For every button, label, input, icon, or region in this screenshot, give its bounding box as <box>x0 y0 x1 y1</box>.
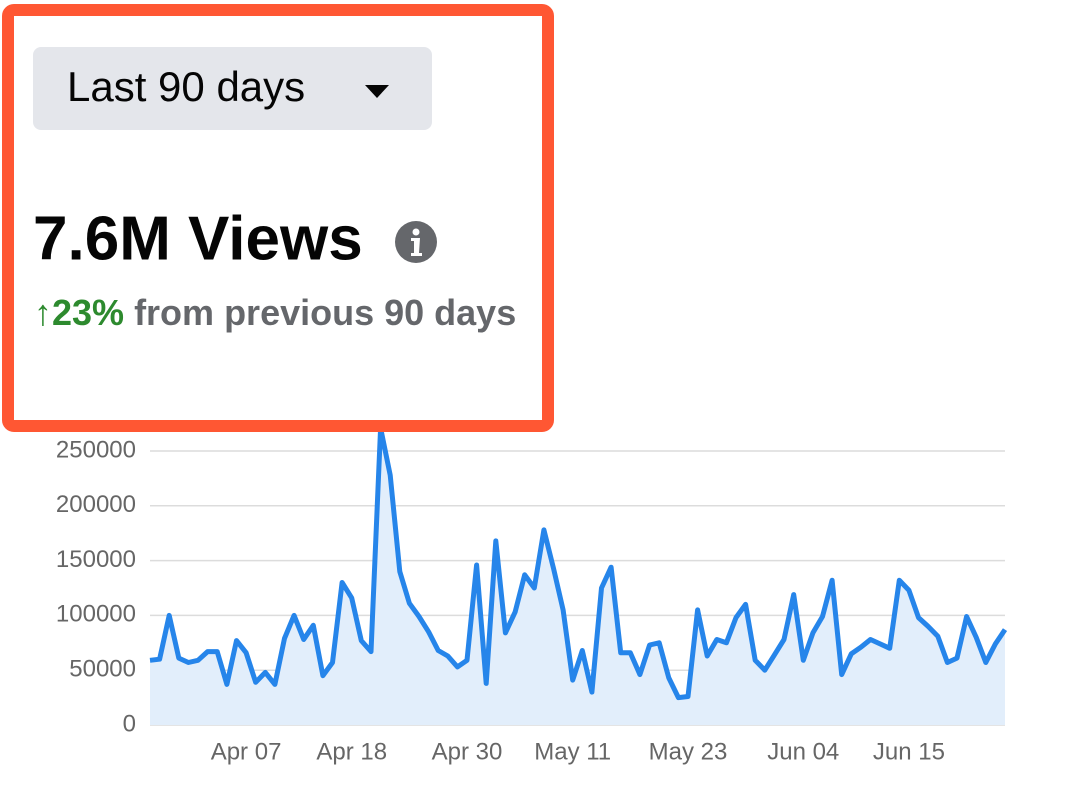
chart: 0 50000 100000 150000 200000 250000 Apr 07 Apr … <box>56 425 1008 765</box>
x-tick-label: May 11 <box>534 738 611 765</box>
x-tick-label: Apr 30 <box>432 738 503 765</box>
x-tick-label: Jun 15 <box>873 738 945 765</box>
x-tick-label: May 23 <box>649 738 728 765</box>
y-tick-label: 200000 <box>56 491 136 518</box>
change-line: ↑23% from previous 90 days <box>34 292 516 333</box>
x-tick-label: Apr 18 <box>316 738 387 765</box>
y-tick-label: 50000 <box>69 656 136 683</box>
area <box>150 428 1005 725</box>
dropdown-caret <box>365 85 389 98</box>
change-percent: ↑23% <box>34 292 124 333</box>
line <box>149 425 1008 701</box>
y-tick-label: 250000 <box>56 436 136 463</box>
x-tick-label: Jun 04 <box>767 738 839 765</box>
y-tick-label: 0 <box>123 710 136 737</box>
y-tick-label: 150000 <box>56 546 136 573</box>
comparison-text: from previous 90 days <box>134 292 516 333</box>
info-icon[interactable] <box>395 221 437 263</box>
date-filter[interactable] <box>33 47 432 130</box>
filter-label: Last 90 days <box>67 63 305 110</box>
total-views: 7.6M Views <box>33 204 363 273</box>
x-tick-label: Apr 07 <box>211 738 282 765</box>
y-tick-label: 100000 <box>56 601 136 628</box>
